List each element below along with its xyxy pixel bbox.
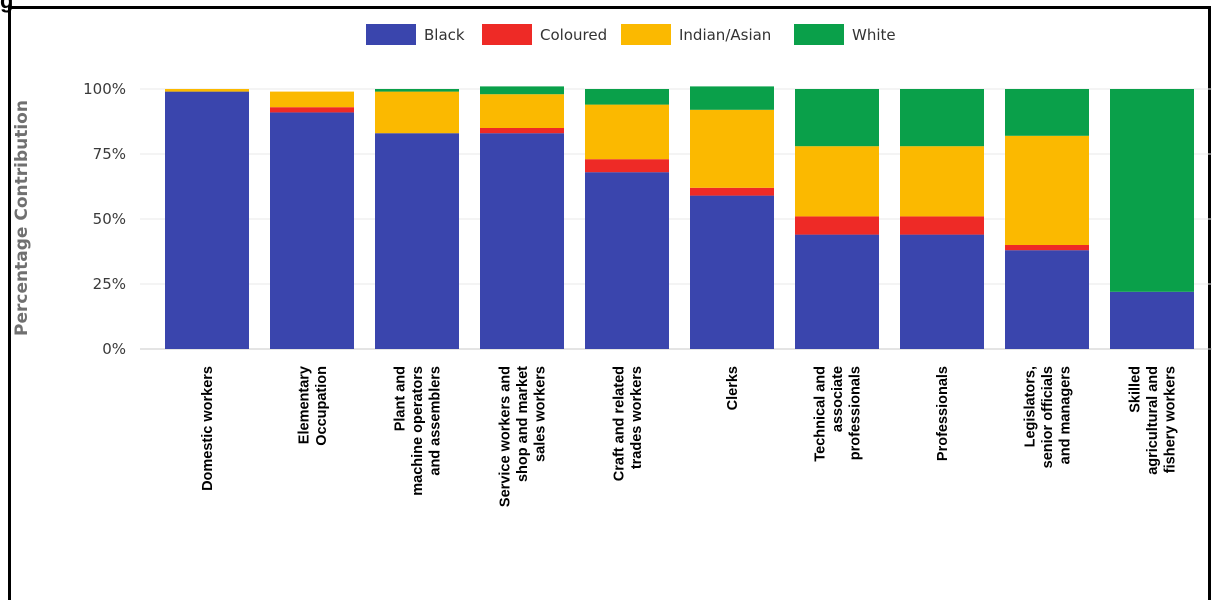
y-tick-label: 50% [93, 210, 126, 228]
bar-segment-white [1110, 89, 1194, 292]
bar-segment-white [900, 89, 984, 147]
legend-label: Indian/Asian [679, 26, 771, 44]
x-category-label: Legislators, senior officials and managers [1023, 366, 1074, 468]
bar-segment-white [690, 86, 774, 110]
bar-segment-black [795, 234, 879, 349]
bar-segment-indian-asian [165, 89, 249, 92]
x-category-label: Professionals [935, 366, 951, 461]
y-tick-label: 75% [93, 145, 126, 163]
x-category-label: Clerks [725, 366, 741, 410]
x-category-label: Domestic workers [200, 366, 216, 491]
bar-segment-black [1110, 291, 1194, 349]
bar-segment-indian-asian [585, 104, 669, 160]
bar-segment-white [795, 89, 879, 147]
x-category-label: Technical and associate professionals [813, 366, 864, 462]
bar-segment-coloured [795, 216, 879, 235]
bars [165, 86, 1194, 350]
bar-segment-black [900, 234, 984, 349]
y-axis-label: Percentage Contribution [12, 100, 32, 336]
legend-swatch [482, 24, 532, 45]
x-category-labels: Domestic workers Elementary Occupation Plan… [200, 366, 1179, 507]
bar-segment-black [480, 133, 564, 349]
bar-segment-black [690, 195, 774, 349]
bar-segment-white [480, 86, 564, 95]
bar-segment-black [270, 112, 354, 350]
bar-segment-white [375, 89, 459, 92]
bar-segment-black [375, 133, 459, 349]
bar-segment-indian-asian [900, 146, 984, 217]
x-category-label: Craft and related trades workers [611, 366, 645, 481]
bar-segment-coloured [1005, 245, 1089, 251]
legend-swatch [621, 24, 671, 45]
y-tick-label: 100% [83, 80, 126, 98]
bar-segment-indian-asian [795, 146, 879, 217]
y-tick-label: 0% [102, 340, 126, 358]
bar-segment-indian-asian [480, 94, 564, 128]
x-category-label: Elementary Occupation [296, 366, 330, 446]
legend-label: White [852, 26, 896, 44]
bar-segment-indian-asian [1005, 135, 1089, 245]
bar-segment-coloured [690, 187, 774, 196]
x-category-label: Skilled agricultural and fishery workers [1128, 366, 1179, 475]
bar-segment-coloured [900, 216, 984, 235]
bar-segment-coloured [585, 159, 669, 173]
legend-label: Black [424, 26, 465, 44]
x-category-label: Plant and machine operators and assemblers [393, 366, 444, 496]
y-tick-labels: 0% 25% 50% 75% 100% [83, 80, 126, 358]
y-tick-label: 25% [93, 275, 126, 293]
bar-segment-black [1005, 250, 1089, 349]
chart-frame [8, 6, 1211, 600]
bar-segment-black [165, 91, 249, 349]
bar-segment-indian-asian [375, 91, 459, 134]
legend-swatch [366, 24, 416, 45]
bar-segment-white [585, 89, 669, 105]
bar-segment-black [585, 172, 669, 349]
legend-swatch [794, 24, 844, 45]
x-category-label: Service workers and shop and market sales … [498, 366, 549, 507]
bar-segment-coloured [480, 128, 564, 134]
bar-segment-white [1005, 89, 1089, 136]
bar-segment-indian-asian [270, 91, 354, 108]
bar-segment-indian-asian [690, 109, 774, 188]
legend-label: Coloured [540, 26, 607, 44]
legend: Black Coloured Indian/Asian White [366, 24, 896, 45]
bar-segment-coloured [270, 107, 354, 113]
